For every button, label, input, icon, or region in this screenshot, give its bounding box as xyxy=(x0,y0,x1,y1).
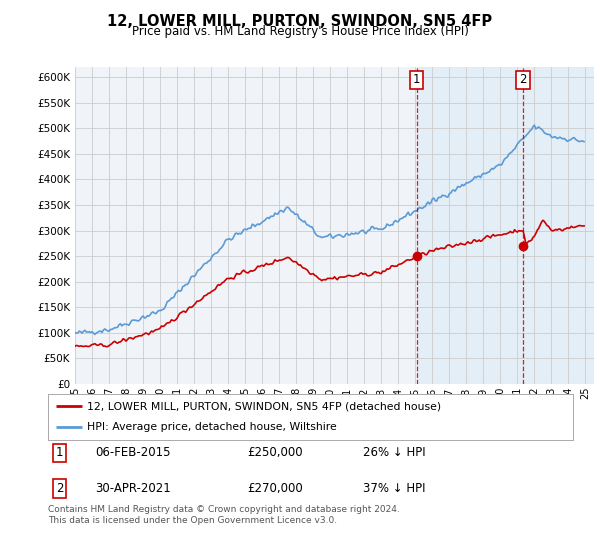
Text: £250,000: £250,000 xyxy=(248,446,303,460)
Text: £270,000: £270,000 xyxy=(248,482,303,495)
Text: Contains HM Land Registry data © Crown copyright and database right 2024.
This d: Contains HM Land Registry data © Crown c… xyxy=(48,505,400,525)
Text: 30-APR-2021: 30-APR-2021 xyxy=(95,482,171,495)
Text: 12, LOWER MILL, PURTON, SWINDON, SN5 4FP (detached house): 12, LOWER MILL, PURTON, SWINDON, SN5 4FP… xyxy=(88,401,442,411)
Bar xyxy=(416,67,594,384)
Text: 2: 2 xyxy=(56,482,64,495)
Text: 1: 1 xyxy=(56,446,64,460)
Text: 37% ↓ HPI: 37% ↓ HPI xyxy=(363,482,425,495)
Text: 12, LOWER MILL, PURTON, SWINDON, SN5 4FP: 12, LOWER MILL, PURTON, SWINDON, SN5 4FP xyxy=(107,14,493,29)
Text: 26% ↓ HPI: 26% ↓ HPI xyxy=(363,446,425,460)
Text: 1: 1 xyxy=(413,73,421,86)
Text: Price paid vs. HM Land Registry's House Price Index (HPI): Price paid vs. HM Land Registry's House … xyxy=(131,25,469,38)
Text: HPI: Average price, detached house, Wiltshire: HPI: Average price, detached house, Wilt… xyxy=(88,422,337,432)
Text: 06-FEB-2015: 06-FEB-2015 xyxy=(95,446,171,460)
Text: 2: 2 xyxy=(519,73,527,86)
